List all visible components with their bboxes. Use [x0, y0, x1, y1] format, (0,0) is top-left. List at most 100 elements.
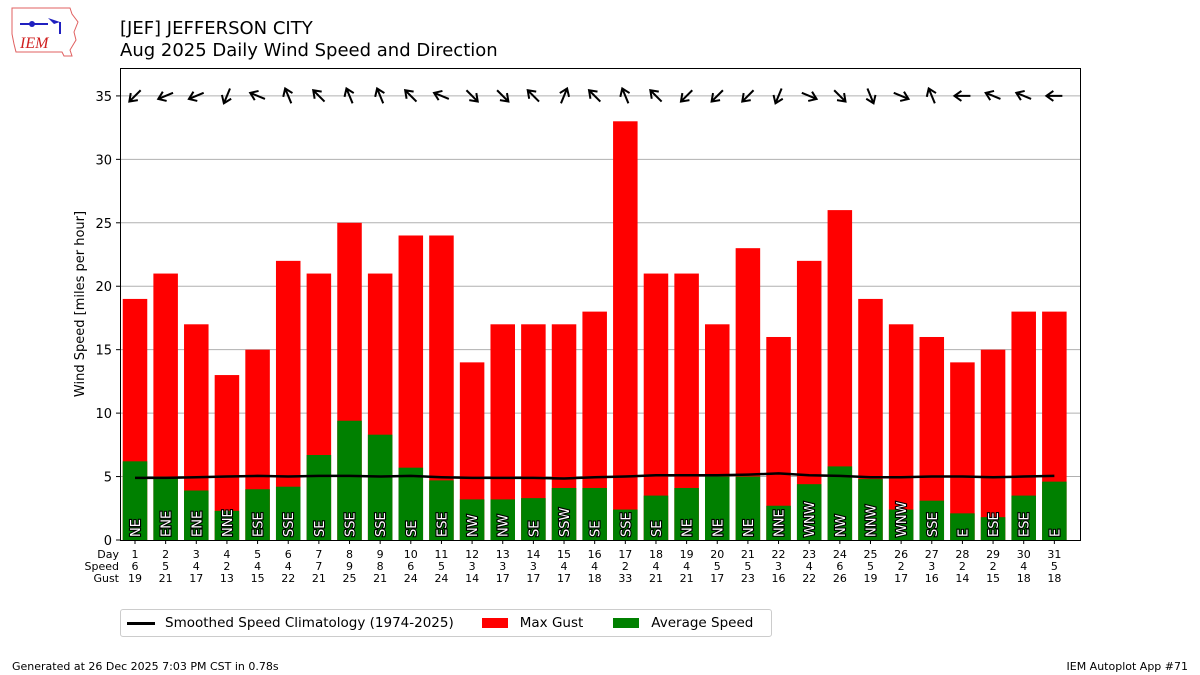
x-tick-label-gust: 18	[1047, 572, 1061, 585]
x-tick-label-day: 25	[863, 548, 877, 561]
avg-speed-bar	[827, 466, 853, 540]
direction-label: NW	[497, 514, 512, 537]
direction-label: SE	[405, 521, 420, 537]
x-tick-label-day: 15	[557, 548, 571, 561]
avg-speed-bar	[122, 461, 148, 540]
x-tick-label-gust: 21	[373, 572, 387, 585]
wind-direction-arrow-icon	[1014, 89, 1032, 101]
iowa-outline-icon	[11, 7, 79, 57]
y-tick-label: 30	[95, 153, 112, 168]
x-tick-label-speed: 4	[561, 560, 568, 573]
x-tick-label-speed: 6	[836, 560, 843, 573]
x-tick-label-day: 13	[496, 548, 510, 561]
x-tick-label-speed: 4	[806, 560, 813, 573]
x-tick-label-speed: 5	[438, 560, 445, 573]
chart-legend: Smoothed Speed Climatology (1974-2025) M…	[120, 609, 772, 637]
x-tick-label-speed: 4	[285, 560, 292, 573]
x-tick-label-gust: 16	[772, 572, 786, 585]
x-tick-label-gust: 17	[189, 572, 203, 585]
x-tick-label-speed: 5	[867, 560, 874, 573]
x-tick-label-speed: 3	[469, 560, 476, 573]
wind-direction-arrow-icon	[1044, 90, 1063, 102]
wind-direction-arrow-icon	[128, 89, 142, 103]
legend-swatch-red	[481, 618, 508, 628]
x-tick-label-day: 17	[618, 548, 632, 561]
logo-text: IEM	[19, 35, 50, 52]
x-tick-label-gust: 26	[833, 572, 847, 585]
wind-direction-arrow-icon	[741, 89, 755, 103]
direction-label: ESE	[987, 512, 1002, 537]
avg-speed-bar	[980, 517, 1006, 540]
direction-label: WNW	[803, 501, 818, 537]
wind-direction-arrow-icon	[282, 86, 293, 104]
y-tick-label: 5	[104, 471, 112, 486]
wind-direction-arrow-icon	[220, 88, 232, 105]
climatology-line-path	[135, 472, 1055, 480]
row-label: Day	[97, 548, 119, 561]
x-tick-label-day: 21	[741, 548, 755, 561]
wind-direction-arrow-icon	[496, 89, 510, 103]
iem-logo: IEM	[11, 7, 79, 57]
x-tick-label-gust: 24	[404, 572, 418, 585]
x-tick-label-speed: 8	[377, 560, 384, 573]
app-credit: IEM Autoplot App #71	[1066, 660, 1189, 673]
avg-speed-bar	[1011, 495, 1036, 540]
x-tick-label-gust: 33	[618, 572, 632, 585]
avg-speed-bar	[214, 510, 240, 540]
x-tick-label-gust: 25	[343, 572, 357, 585]
x-tick-label-day: 3	[193, 548, 200, 561]
wind-arrows	[128, 86, 1063, 105]
x-tick-label-day: 11	[434, 548, 448, 561]
direction-label: E	[1048, 529, 1063, 537]
x-tick-label-speed: 3	[530, 560, 537, 573]
x-tick-label-day: 6	[285, 548, 292, 561]
wind-direction-arrow-icon	[343, 86, 355, 104]
x-tick-label-day: 12	[465, 548, 479, 561]
avg-speed-bar	[674, 487, 699, 540]
direction-label: SE	[527, 521, 542, 537]
x-tick-label-gust: 17	[710, 572, 724, 585]
chart-title-description: Aug 2025 Daily Wind Speed and Direction	[120, 40, 498, 61]
wind-direction-arrow-icon	[893, 91, 911, 102]
x-tick-label-gust: 23	[741, 572, 755, 585]
x-tick-label-day: 4	[223, 548, 230, 561]
y-tick-label: 10	[95, 407, 112, 422]
x-tick-label-gust: 21	[159, 572, 173, 585]
x-tick-label-speed: 4	[254, 560, 261, 573]
x-tick-label-speed: 3	[928, 560, 935, 573]
wind-direction-arrow-icon	[187, 91, 205, 102]
avg-speed-bar	[766, 505, 791, 540]
chart-title-station: [JEF] JEFFERSON CITY	[120, 18, 313, 39]
x-tick-label-speed: 7	[315, 560, 322, 573]
wind-direction-arrow-icon	[649, 89, 663, 103]
x-tick-label-day: 5	[254, 548, 261, 561]
direction-label: ENE	[160, 511, 175, 537]
x-tick-label-day: 28	[955, 548, 969, 561]
x-tick-label-speed: 5	[714, 560, 721, 573]
direction-label: SSE	[374, 512, 389, 537]
x-tick-label-speed: 4	[193, 560, 200, 573]
row-label: Gust	[93, 572, 119, 585]
x-tick-label-speed: 4	[1020, 560, 1027, 573]
plot-frame	[120, 68, 1081, 541]
direction-label: SSE	[619, 512, 634, 537]
avg-speed-bar	[551, 487, 577, 540]
direction-label: SSW	[558, 507, 573, 537]
x-tick-label-speed: 2	[622, 560, 629, 573]
avg-speed-bar	[705, 476, 730, 540]
y-tick-label: 35	[95, 90, 112, 105]
avg-speed-bar	[490, 499, 515, 540]
wind-direction-arrow-icon	[587, 89, 602, 103]
direction-label: NNE	[773, 509, 788, 537]
x-tick-label-day: 16	[588, 548, 602, 561]
wind-direction-arrow-icon	[248, 89, 266, 101]
x-tick-label-speed: 3	[499, 560, 506, 573]
direction-label: SE	[589, 521, 604, 537]
gust-bar	[888, 324, 914, 540]
avg-speed-bar	[153, 476, 178, 540]
direction-label: ESE	[1018, 512, 1033, 537]
x-tick-label-speed: 6	[132, 560, 139, 573]
avg-speed-bar	[429, 480, 454, 540]
wind-direction-arrow-icon	[156, 91, 174, 102]
gust-bar	[950, 362, 975, 540]
